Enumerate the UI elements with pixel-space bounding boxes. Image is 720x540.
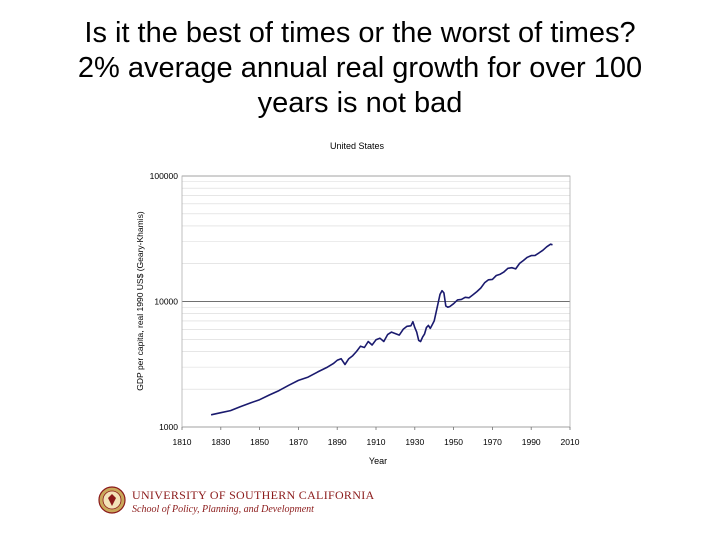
chart-title: United States [330,141,385,151]
org-name-line1: UNIVERSITY OF SOUTHERN CALIFORNIA [132,488,375,502]
x-tick-label: 1990 [522,437,541,447]
y-axis-label: GDP per capita, real 1990 US$ (Geary-Kha… [135,211,145,391]
slide-title-line: years is not bad [257,87,463,119]
x-tick-label: 1950 [444,437,463,447]
y-tick-label: 100000 [150,171,179,181]
x-tick-label: 2010 [561,437,580,447]
slide-title-line: 2% average annual real growth for over 1… [77,52,643,84]
x-axis-label: Year [369,456,387,466]
x-axis: 1810 1830 1850 1870 1890 1910 1930 1950 1970 1990… [173,427,580,447]
org-name: UNIVERSITY OF SOUTHERN CALIFORNIA School… [132,488,374,515]
x-tick-label: 1910 [367,437,386,447]
x-tick-label: 1810 [173,437,192,447]
usc-seal-icon [98,486,126,514]
slide-title-line: Is it the best of times or the worst of … [84,17,636,49]
x-tick-label: 1970 [483,437,502,447]
x-tick-label: 1830 [211,437,230,447]
y-tick-label: 10000 [154,297,178,307]
x-tick-label: 1930 [405,437,424,447]
chart-grid [182,175,570,428]
series-line [210,243,553,416]
y-tick-label: 1000 [159,422,178,432]
slide-title: Is it the best of times or the worst of … [20,16,700,121]
y-axis: 1000 10000 100000 [150,171,179,432]
x-tick-label: 1850 [250,437,269,447]
x-tick-label: 1870 [289,437,308,447]
x-tick-label: 1890 [328,437,347,447]
org-name-line2: School of Policy, Planning, and Developm… [132,504,314,515]
